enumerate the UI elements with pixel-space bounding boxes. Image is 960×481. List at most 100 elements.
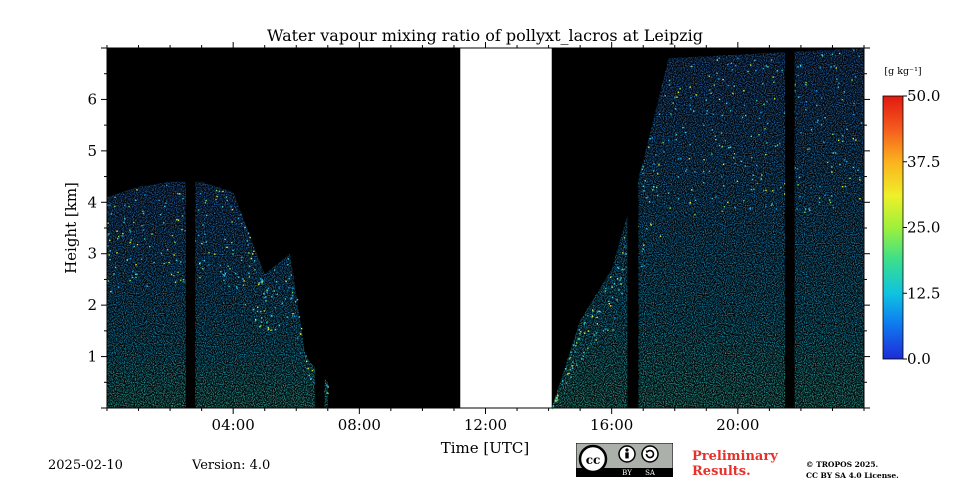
speckle [244,304,246,306]
speckle [766,142,768,144]
speckle [109,204,111,207]
speckle [855,139,857,141]
speckle [642,185,645,187]
speckle [741,116,744,118]
speckle [621,292,623,295]
speckle [656,186,658,189]
speckle [824,194,826,196]
speckle [267,326,269,329]
speckle [598,310,600,313]
cc-license-badge[interactable]: cc BY SA [576,443,673,477]
speckle [858,55,860,58]
speckle [176,259,178,262]
speckle [851,79,853,81]
speckle [109,258,111,261]
speckle [232,253,234,255]
speckle [581,358,583,360]
speckle [220,271,222,273]
speckle [756,182,758,185]
license-line-2: CC BY SA 4.0 License. [806,471,899,480]
speckle [832,206,835,209]
speckle [244,226,246,229]
speckle [136,243,139,246]
speckle [268,328,270,330]
speckle [227,265,229,267]
speckle [824,117,826,119]
speckle [712,113,715,116]
speckle [819,185,821,188]
y-tick-label: 4 [87,193,97,211]
speckle [774,98,776,100]
speckle [251,253,254,255]
license-line-1: © TROPOS 2025. [806,460,879,469]
speckle [114,196,116,199]
speckle [308,374,310,376]
cc-sa-text: SA [645,469,656,477]
speckle [837,139,840,142]
speckle [235,272,237,275]
speckle [569,369,572,371]
speckle [760,178,762,180]
speckle [690,65,692,68]
speckle [784,193,786,195]
speckle [201,242,203,245]
speckle [222,190,224,193]
speckle [618,267,620,269]
speckle [798,96,800,98]
speckle [257,306,259,308]
speckle [605,328,607,330]
speckle [197,234,200,236]
y-tick-label: 6 [87,90,97,108]
speckle [247,232,250,234]
speckle [810,187,812,189]
speckle [292,287,294,289]
speckle [753,188,755,190]
speckle [721,146,723,148]
speckle [591,316,594,318]
speckle [816,104,818,107]
speckle [805,109,807,111]
speckle [129,258,132,260]
speckle [751,178,754,181]
speckle [226,199,228,202]
speckle [620,277,622,279]
speckle [733,157,735,159]
speckle [771,203,773,205]
speckle [265,300,267,302]
speckle [663,151,665,153]
speckle [776,70,778,72]
plot-area [107,48,864,410]
speckle [116,238,119,240]
colorbar-tick-label: 37.5 [907,153,940,171]
speckle [643,265,646,267]
speckle [718,144,721,147]
speckle [644,180,646,182]
speckle [215,198,217,201]
speckle [285,280,287,282]
speckle [859,176,861,179]
speckle [729,110,732,112]
speckle [596,323,598,325]
speckle [165,202,167,204]
speckle [852,137,854,140]
speckle [579,333,581,335]
speckle [250,257,252,260]
speckle [140,258,143,260]
speckle [821,54,823,56]
speckle [164,205,166,208]
speckle [163,262,165,265]
speckle [570,351,572,354]
speckle [109,239,111,242]
speckle [294,301,297,303]
speckle [727,201,729,203]
speckle [246,240,248,242]
speckle [177,219,180,221]
speckle [829,201,832,204]
speckle [853,49,855,51]
speckle [208,252,210,254]
speckle [715,196,717,198]
speckle [215,189,218,192]
speckle [689,86,691,88]
speckle [706,112,708,115]
speckle [727,84,729,87]
